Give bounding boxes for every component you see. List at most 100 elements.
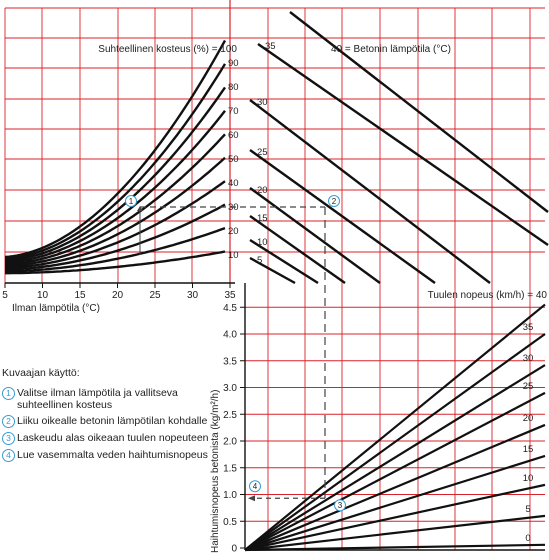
y-tick-label-3.5: 3.5	[223, 356, 237, 367]
step-marker-1-label: 1	[129, 197, 134, 206]
x-tick-label-5: 5	[2, 290, 8, 301]
wind-line-5	[244, 514, 546, 552]
wind-label-0: 0	[525, 533, 530, 544]
y-tick-label-4.5: 4.5	[223, 303, 237, 314]
humidity-label-30: 30	[228, 202, 239, 213]
wind-label-20: 20	[523, 413, 534, 424]
humidity-label-50: 50	[228, 154, 239, 165]
y-tick-label-1.0: 1.0	[223, 490, 237, 501]
concrete-line-20	[249, 187, 381, 284]
step-marker-3-label: 3	[338, 501, 343, 510]
instructions-title: Kuvaajan käyttö:	[2, 367, 80, 379]
instruction-step-2: 2 Liiku oikealle betonin lämpötilan kohd…	[2, 415, 214, 428]
wind-label-25: 25	[523, 381, 534, 392]
concrete-label-10: 10	[257, 237, 268, 248]
step-2-number: 2	[2, 415, 15, 428]
y-tick-label-2.0: 2.0	[223, 437, 237, 448]
concrete-line-35	[257, 43, 549, 246]
concrete-label-25: 25	[257, 147, 268, 158]
concrete-label-15: 15	[257, 213, 268, 224]
humidity-label-90: 90	[228, 58, 239, 69]
wind-lines	[244, 303, 546, 552]
concrete-label-30: 30	[257, 97, 268, 108]
y-tick-label-4.0: 4.0	[223, 330, 237, 341]
wind-line-20	[244, 423, 546, 552]
instruction-step-4: 4 Lue vasemmalta veden haihtumisnopeus	[2, 449, 214, 462]
wind-line-0	[244, 543, 546, 552]
instructions: Kuvaajan käyttö: 1 Valitse ilman lämpöti…	[2, 367, 214, 466]
wind-line-30	[244, 364, 546, 551]
concrete-line-30	[249, 99, 491, 284]
step-marker-1	[125, 195, 137, 207]
humidity-curve-60	[4, 133, 226, 266]
concrete-label-20: 20	[257, 185, 268, 196]
y-tick-label-2.5: 2.5	[223, 410, 237, 421]
y-tick-label-0: 0	[231, 544, 237, 555]
step-marker-3	[334, 499, 346, 512]
step-2-text: Liiku oikealle betonin lämpötilan kohdal…	[17, 415, 208, 427]
concrete-line-5	[249, 256, 296, 285]
humidity-title: Suhteellinen kosteus (%) = 100	[98, 44, 237, 55]
humidity-curve-100	[4, 39, 227, 259]
humidity-label-70: 70	[228, 106, 239, 117]
step-1-text: Valitse ilman lämpötila ja vallitseva su…	[17, 387, 178, 411]
humidity-curve-30	[4, 203, 226, 271]
instruction-step-3: 3 Laskeudu alas oikeaan tuulen nopeuteen	[2, 432, 214, 445]
concrete-line-25	[249, 149, 436, 284]
wind-line-35	[244, 333, 546, 551]
wind-line-25	[244, 391, 546, 551]
wind-line-10	[244, 483, 546, 552]
step-marker-4-label: 4	[253, 482, 258, 491]
wind-label-15: 15	[523, 444, 534, 455]
humidity-curves	[4, 39, 227, 275]
concrete-lines	[249, 11, 549, 285]
y-tick-label-0.5: 0.5	[223, 517, 237, 528]
step-4-number: 4	[2, 449, 15, 462]
step-1-number: 1	[2, 387, 15, 400]
wind-line-15	[244, 454, 546, 552]
humidity-label-60: 60	[228, 130, 239, 141]
step-4-text: Lue vasemmalta veden haihtumisnopeus	[17, 449, 208, 461]
path-left-arrow	[248, 495, 255, 502]
humidity-label-80: 80	[228, 82, 239, 93]
grid	[4, 0, 545, 550]
humidity-curve-80	[4, 86, 226, 262]
step-3-text: Laskeudu alas oikeaan tuulen nopeuteen	[17, 432, 209, 444]
humidity-curve-70	[4, 110, 226, 264]
wind-label-10: 10	[523, 473, 534, 484]
air-temp-axis-label: Ilman lämpötila (°C)	[12, 303, 100, 314]
concrete-line-15	[249, 215, 346, 284]
humidity-curve-40	[4, 180, 226, 269]
humidity-curve-10	[5, 250, 226, 275]
wind-label-5: 5	[525, 504, 530, 515]
humidity-curve-50	[4, 156, 226, 268]
concrete-label-35: 35	[265, 41, 276, 52]
evaporation-axis-label: Haihtumisnopeus betonista (kg/m²/h)	[210, 390, 221, 553]
path-up-arrow	[137, 206, 143, 211]
x-tick-label-20: 20	[112, 290, 124, 301]
humidity-curve-20	[4, 226, 226, 273]
x-tick-label-30: 30	[187, 290, 199, 301]
humidity-label-10: 10	[228, 250, 239, 261]
wind-line-40	[244, 303, 546, 551]
humidity-label-20: 20	[228, 226, 239, 237]
x-tick-label-35: 35	[224, 290, 236, 301]
x-tick-label-15: 15	[74, 290, 86, 301]
labels: 5 10 15 20 25 30 3500.51.01.52.02.53.03.54.04.…	[2, 41, 547, 555]
concrete-label-5: 5	[257, 255, 262, 266]
y-tick-label-3.0: 3.0	[223, 383, 237, 394]
wind-label-35: 35	[523, 322, 534, 333]
instruction-step-1: 1 Valitse ilman lämpötila ja vallitseva …	[2, 387, 214, 411]
step-marker-4	[249, 480, 261, 493]
wind-title: Tuulen nopeus (km/h) = 40	[428, 290, 548, 301]
concrete-line-10	[249, 238, 319, 285]
example-path: 1 2 3 4	[125, 195, 346, 512]
wind-label-30: 30	[523, 353, 534, 364]
x-tick-label-25: 25	[149, 290, 161, 301]
x-tick-label-10: 10	[37, 290, 49, 301]
step-marker-2	[328, 195, 340, 207]
y-tick-label-1.5: 1.5	[223, 463, 237, 474]
concrete-line-40	[289, 11, 549, 213]
axes	[4, 282, 545, 551]
